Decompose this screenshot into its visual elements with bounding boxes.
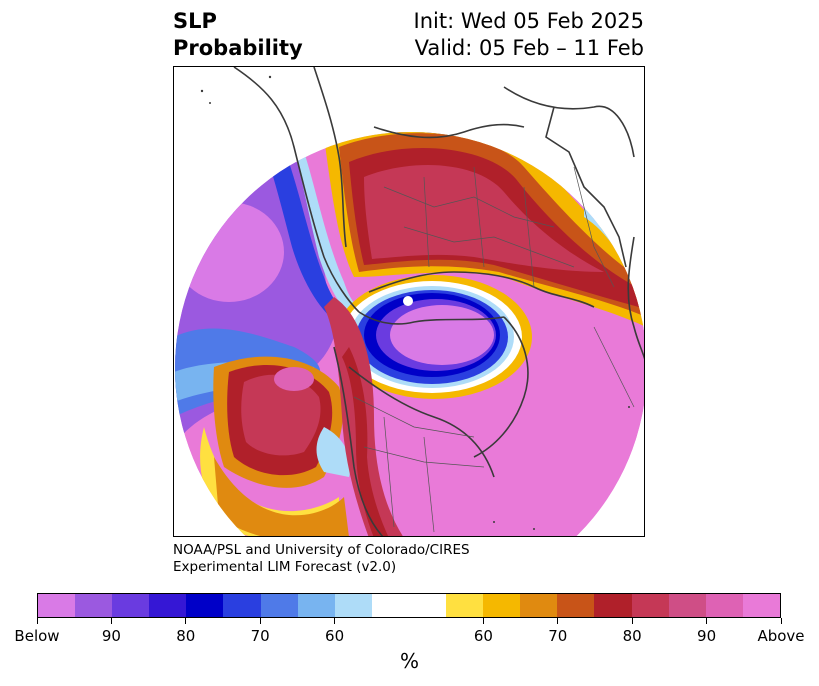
colorbar-segment	[483, 594, 521, 617]
colorbar-tick-mark	[110, 618, 112, 624]
colorbar-segment	[223, 594, 261, 617]
field-pole-point	[403, 296, 413, 306]
colorbar-unit-label: %	[399, 649, 419, 673]
field-left-violet	[175, 202, 284, 302]
colorbar-segment	[334, 594, 372, 617]
colorbar-tick-mark	[185, 618, 187, 624]
colorbar-segment	[520, 594, 558, 617]
colorbar-segment	[446, 594, 484, 617]
colorbar	[37, 593, 781, 618]
colorbar-segment	[557, 594, 595, 617]
credit-line-2: Experimental LIM Forecast (v2.0)	[173, 559, 397, 575]
colorbar-segment	[112, 594, 150, 617]
map-title: SLP Probability	[173, 8, 303, 62]
colorbar-segment	[371, 594, 409, 617]
colorbar-tick-mark	[780, 618, 782, 624]
colorbar-tick-label: Below	[14, 627, 60, 645]
colorbar-segment	[75, 594, 113, 617]
colorbar-tick-label: 90	[101, 627, 121, 645]
colorbar-segment	[297, 594, 335, 617]
colorbar-tick-mark	[259, 618, 261, 624]
island-dots	[200, 75, 630, 530]
title-line-2: Probability	[173, 36, 303, 60]
colorbar-segment	[631, 594, 669, 617]
credit-text: NOAA/PSL and University of Colorado/CIRE…	[173, 542, 470, 576]
title-line-1: SLP	[173, 9, 217, 33]
colorbar-segment	[149, 594, 187, 617]
credit-line-1: NOAA/PSL and University of Colorado/CIRE…	[173, 542, 470, 558]
colorbar-tick-mark	[36, 618, 38, 624]
colorbar-tick-mark	[482, 618, 484, 624]
field-ne-yellow-patch	[554, 132, 579, 142]
polar-map	[175, 67, 644, 536]
field-sw-lightblue	[316, 427, 351, 477]
colorbar-tick-mark	[334, 618, 336, 624]
colorbar-segment	[408, 594, 447, 617]
colorbar-tick-label: 70	[548, 627, 568, 645]
field-sw-orange	[214, 457, 349, 536]
colorbar-tick-label: Above	[757, 627, 805, 645]
map-panel	[173, 66, 645, 537]
field-pole-violet	[390, 305, 494, 365]
valid-range: Valid: 05 Feb – 11 Feb	[414, 36, 644, 60]
colorbar-ticks: Below 90 80 70 60 60 70 80 90 Above	[14, 618, 805, 645]
colorbar-tick-mark	[631, 618, 633, 624]
colorbar-segment	[186, 594, 224, 617]
colorbar-tick-mark	[706, 618, 708, 624]
colorbar-tick-label: 70	[250, 627, 270, 645]
field-pacific-crimson	[241, 374, 321, 456]
probability-field	[175, 132, 644, 536]
colorbar-segment	[594, 594, 632, 617]
field-na-red	[342, 347, 389, 536]
field-ne-crimson	[364, 165, 604, 272]
colorbar-tick-label: 80	[622, 627, 642, 645]
init-date: Init: Wed 05 Feb 2025	[413, 9, 644, 33]
colorbar-segment	[668, 594, 706, 617]
colorbar-segment	[260, 594, 298, 617]
colorbar-tick-label: 90	[697, 627, 717, 645]
coastlines	[233, 67, 644, 536]
colorbar-segment	[38, 594, 76, 617]
colorbar-tick-label: 80	[176, 627, 196, 645]
forecast-dates: Init: Wed 05 Feb 2025 Valid: 05 Feb – 11…	[414, 8, 644, 62]
colorbar-tick-label: 60	[325, 627, 345, 645]
colorbar-segment	[742, 594, 780, 617]
borders	[353, 166, 635, 533]
field-coast-lightblue	[292, 137, 362, 317]
colorbar-segment	[705, 594, 743, 617]
colorbar-tick-label: 60	[473, 627, 493, 645]
field-pacific-pink	[274, 367, 314, 391]
colorbar-tick-mark	[557, 618, 559, 624]
